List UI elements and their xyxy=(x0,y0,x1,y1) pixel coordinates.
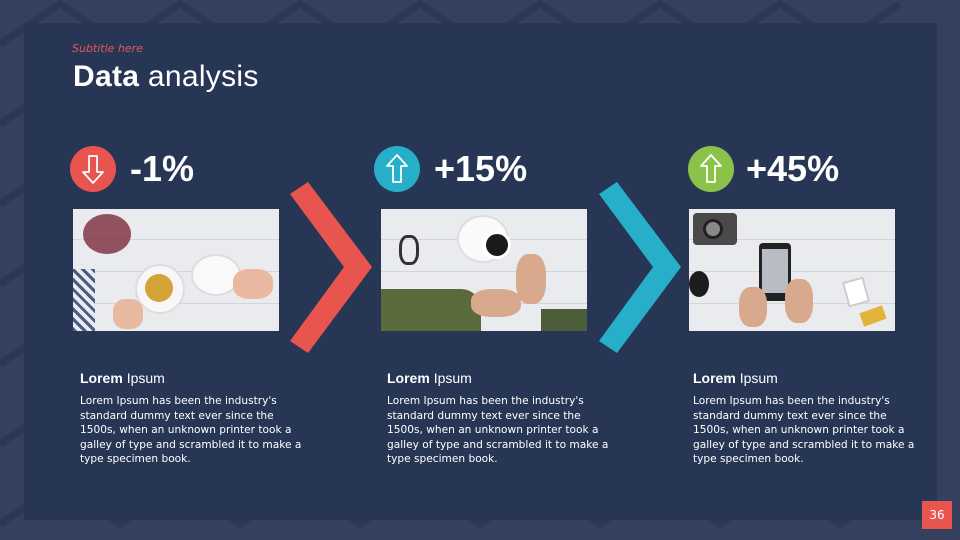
arrow-down-icon xyxy=(70,146,116,192)
item-description: Lorem Ipsum has been the industry's stan… xyxy=(387,395,609,466)
chevron-right-red xyxy=(290,182,372,353)
page-title: Data analysis xyxy=(73,60,259,93)
arrow-up-icon xyxy=(688,146,734,192)
item-heading: Lorem Ipsum xyxy=(387,370,472,386)
photo-tea xyxy=(73,209,279,331)
metric-value: +15% xyxy=(434,148,528,189)
photo-smartphone xyxy=(689,209,895,331)
subtitle: Subtitle here xyxy=(72,42,143,55)
arrow-up-icon xyxy=(374,146,420,192)
metric-value: -1% xyxy=(130,148,195,189)
item-heading: Lorem Ipsum xyxy=(693,370,778,386)
chevron-right-blue xyxy=(599,182,681,353)
item-description: Lorem Ipsum has been the industry's stan… xyxy=(693,395,915,466)
item-heading: Lorem Ipsum xyxy=(80,370,165,386)
metric-value: +45% xyxy=(746,148,840,189)
item-description: Lorem Ipsum has been the industry's stan… xyxy=(80,395,302,466)
page-number: 36 xyxy=(922,501,952,529)
photo-coffee xyxy=(381,209,587,331)
